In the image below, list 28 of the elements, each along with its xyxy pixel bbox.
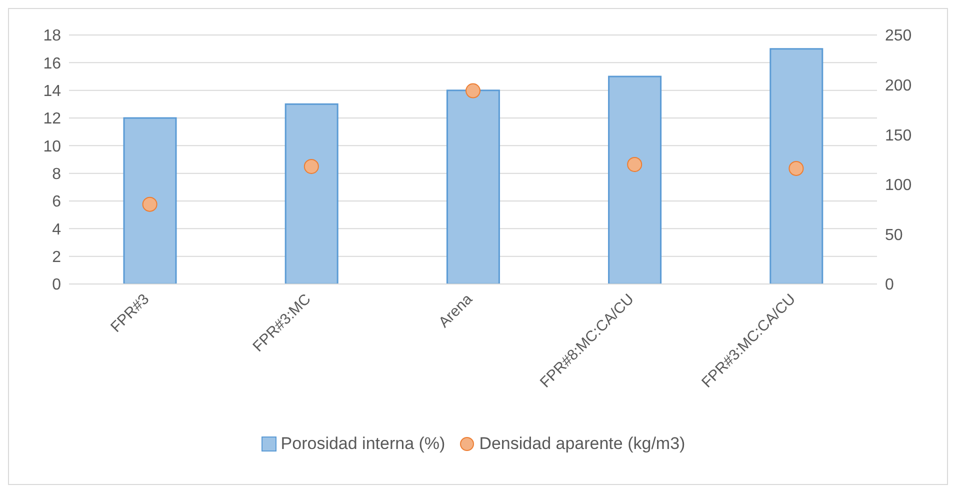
point	[627, 156, 642, 172]
point	[142, 196, 158, 212]
y2-tick-label: 200	[885, 77, 912, 94]
y-tick-label: 8	[52, 166, 62, 184]
y-tick-label: 10	[43, 138, 62, 156]
y-tick-label: 18	[43, 28, 62, 45]
point	[466, 83, 480, 98]
y-tick-label: 14	[43, 83, 62, 100]
y2-tick-label: 0	[885, 276, 894, 294]
y2-tick-label: 100	[885, 177, 912, 194]
y2-tick-label: 150	[885, 127, 912, 144]
bar	[284, 103, 338, 284]
y-tick-label: 6	[52, 194, 62, 211]
bar	[770, 48, 824, 284]
legend-label: Densidad aparente (kg/m3)	[478, 434, 686, 454]
y-tick-label: 16	[43, 55, 62, 72]
y-tick-label: 0	[52, 276, 62, 294]
y2-tick-label: 50	[885, 226, 903, 244]
point	[788, 160, 804, 176]
y2-tick-label: 250	[885, 28, 912, 45]
point	[304, 158, 319, 174]
y-tick-label: 2	[52, 249, 62, 266]
y-tick-label: 4	[52, 221, 62, 238]
bar	[608, 76, 662, 284]
bar	[446, 90, 500, 284]
y-tick-label: 12	[43, 110, 62, 128]
bar	[123, 117, 177, 284]
legend-label: Porosidad interna (%)	[280, 434, 446, 454]
